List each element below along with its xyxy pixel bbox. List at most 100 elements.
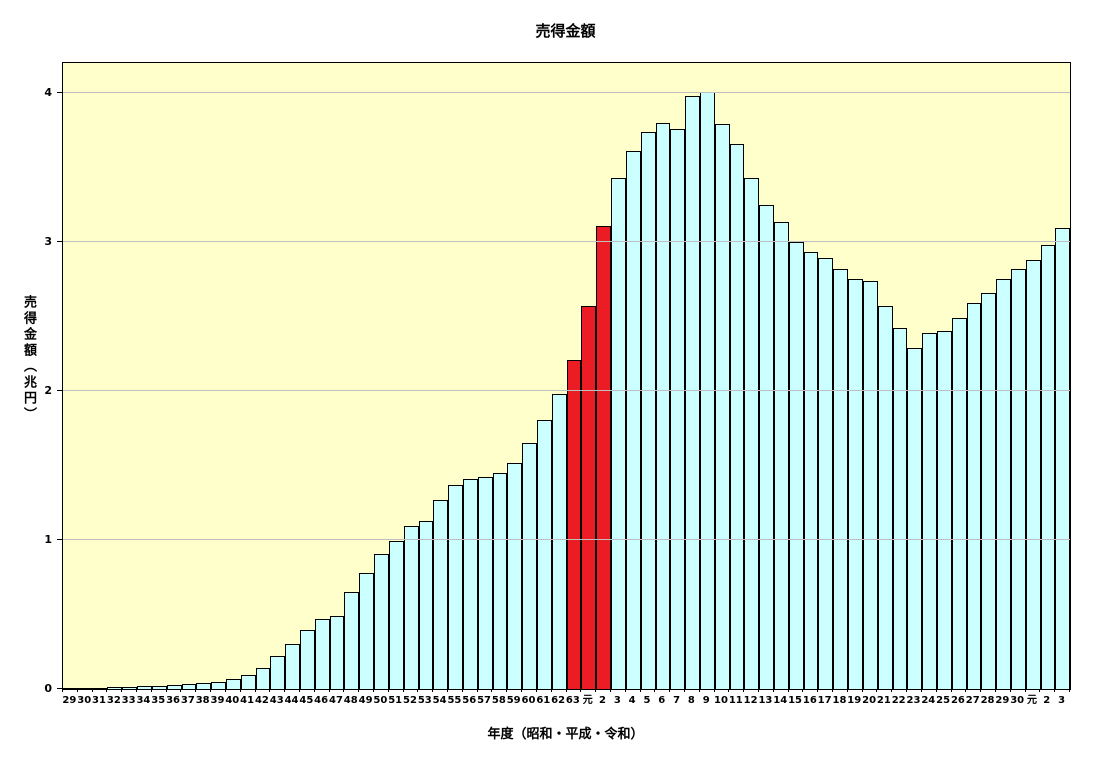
chart-title: 売得金額 bbox=[535, 22, 596, 40]
x-tick-mark bbox=[772, 689, 774, 692]
x-tick-label-元-35: 元 bbox=[582, 695, 593, 706]
x-tick-mark bbox=[980, 689, 982, 692]
x-tick-label-3-37: 3 bbox=[613, 695, 621, 706]
x-tick-mark bbox=[802, 689, 804, 692]
x-tick-label-50-21: 50 bbox=[373, 695, 388, 706]
x-tick-mark bbox=[313, 689, 315, 692]
x-tick-label-39-10: 39 bbox=[210, 695, 225, 706]
x-tick-mark bbox=[580, 689, 582, 692]
bar-49-20 bbox=[359, 572, 375, 689]
x-tick-label-37-8: 37 bbox=[180, 695, 195, 706]
x-tick-mark bbox=[609, 689, 611, 692]
x-tick-label-25-59: 25 bbox=[936, 695, 951, 706]
x-tick-mark bbox=[906, 689, 908, 692]
y-axis-title: 売得金額（兆円） bbox=[21, 295, 36, 423]
bar-60-31 bbox=[522, 443, 537, 689]
bar-元-35 bbox=[581, 306, 597, 689]
bar-3-67 bbox=[1055, 228, 1071, 689]
bar-44-15 bbox=[285, 643, 300, 689]
x-tick-mark bbox=[521, 689, 523, 692]
x-tick-label-55-26: 55 bbox=[447, 695, 462, 706]
x-tick-mark bbox=[91, 689, 93, 692]
x-tick-label-41-12: 41 bbox=[240, 695, 255, 706]
bar-2-36 bbox=[596, 225, 612, 689]
x-tick-mark bbox=[432, 689, 434, 692]
y-tick-label-0: 0 bbox=[44, 682, 52, 695]
bar-58-29 bbox=[492, 473, 508, 689]
x-tick-mark bbox=[372, 689, 374, 692]
x-tick-mark bbox=[698, 689, 700, 692]
x-tick-label-51-22: 51 bbox=[388, 695, 403, 706]
x-tick-label-4-38: 4 bbox=[628, 695, 636, 706]
x-tick-mark bbox=[224, 689, 226, 692]
bar-13-47 bbox=[759, 204, 774, 689]
x-tick-mark bbox=[447, 689, 449, 692]
x-tick-mark bbox=[121, 689, 123, 692]
bar-52-23 bbox=[403, 525, 419, 689]
x-tick-mark bbox=[358, 689, 360, 692]
x-tick-label-20-54: 20 bbox=[862, 695, 877, 706]
x-tick-label-18-52: 18 bbox=[832, 695, 847, 706]
x-tick-label-21-55: 21 bbox=[876, 695, 891, 706]
bar-17-51 bbox=[818, 258, 834, 689]
x-tick-label-17-51: 17 bbox=[817, 695, 832, 706]
x-tick-mark bbox=[787, 689, 789, 692]
x-axis-title: 年度（昭和・平成・令和） bbox=[487, 727, 644, 742]
x-tick-label-30-64: 30 bbox=[1010, 695, 1025, 706]
bar-62-33 bbox=[551, 393, 567, 689]
bar-24-58 bbox=[922, 332, 937, 689]
bar-34-5 bbox=[137, 686, 152, 689]
x-tick-label-62-33: 62 bbox=[551, 695, 566, 706]
y-tick-label-2: 2 bbox=[44, 383, 52, 397]
x-tick-mark bbox=[1024, 689, 1026, 692]
x-tick-mark bbox=[595, 689, 597, 692]
bar-45-16 bbox=[300, 630, 315, 689]
x-tick-mark bbox=[965, 689, 967, 692]
bar-33-4 bbox=[122, 686, 138, 689]
x-tick-mark bbox=[62, 689, 63, 692]
x-tick-mark bbox=[861, 689, 863, 692]
x-tick-label-33-4: 33 bbox=[121, 695, 136, 706]
bar-10-44 bbox=[714, 124, 730, 689]
x-tick-label-28-62: 28 bbox=[980, 695, 995, 706]
bar-7-41 bbox=[670, 128, 686, 689]
gridline-y-4 bbox=[63, 91, 1070, 93]
x-tick-label-29-63: 29 bbox=[995, 695, 1010, 706]
x-tick-mark bbox=[136, 689, 138, 692]
bar-20-54 bbox=[862, 280, 878, 689]
y-tick-mark bbox=[57, 91, 62, 93]
bars-container bbox=[63, 63, 1071, 689]
x-tick-mark bbox=[387, 689, 389, 692]
x-tick-label-60-31: 60 bbox=[521, 695, 536, 706]
x-tick-label-38-9: 38 bbox=[195, 695, 210, 706]
x-tick-mark bbox=[402, 689, 404, 692]
bar-16-50 bbox=[803, 252, 819, 689]
x-tick-mark bbox=[180, 689, 182, 692]
x-tick-label-58-29: 58 bbox=[491, 695, 506, 706]
bar-19-53 bbox=[848, 279, 863, 689]
x-tick-mark bbox=[210, 689, 212, 692]
bar-47-18 bbox=[329, 615, 345, 689]
bar-32-3 bbox=[107, 687, 123, 689]
bar-37-8 bbox=[181, 684, 197, 689]
bar-31-2 bbox=[92, 687, 108, 689]
bar-61-32 bbox=[537, 419, 552, 689]
bar-5-39 bbox=[640, 131, 656, 689]
x-tick-mark bbox=[683, 689, 685, 692]
bar-28-62 bbox=[981, 292, 997, 689]
bar-26-60 bbox=[951, 317, 967, 689]
bar-63-34 bbox=[566, 359, 582, 689]
bar-29-63 bbox=[996, 279, 1011, 689]
x-tick-label-23-57: 23 bbox=[906, 695, 921, 706]
x-tick-label-26-60: 26 bbox=[950, 695, 965, 706]
bar-12-46 bbox=[744, 177, 760, 689]
x-tick-label-53-24: 53 bbox=[417, 695, 432, 706]
plot-area bbox=[62, 62, 1071, 690]
x-tick-mark bbox=[491, 689, 493, 692]
x-tick-mark bbox=[269, 689, 271, 692]
x-tick-mark bbox=[343, 689, 345, 692]
bar-38-9 bbox=[196, 683, 212, 689]
bar-39-10 bbox=[211, 681, 226, 689]
x-tick-mark bbox=[535, 689, 537, 692]
